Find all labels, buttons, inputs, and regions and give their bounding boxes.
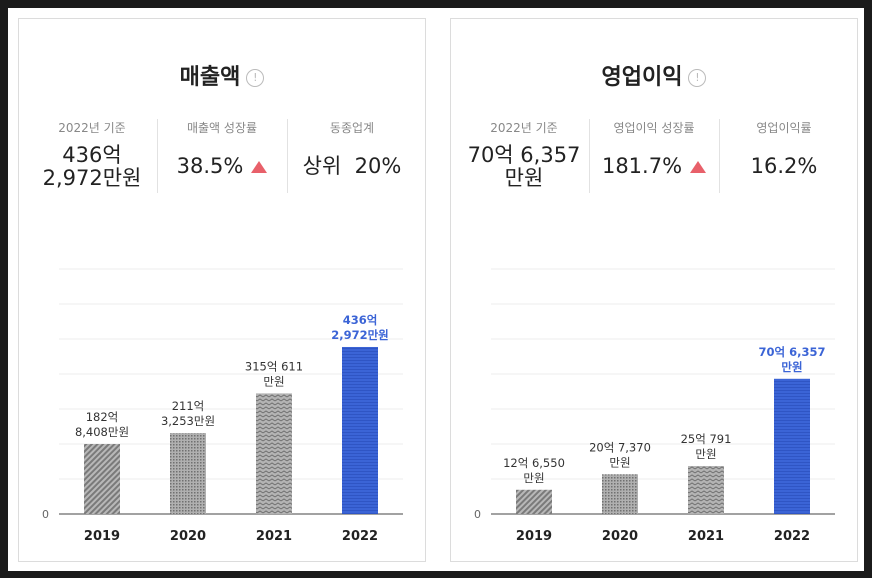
stat-value-line2: 만원 bbox=[504, 166, 544, 190]
bar bbox=[170, 433, 206, 514]
data-label: 만원 bbox=[695, 447, 716, 461]
bar bbox=[256, 393, 292, 514]
up-triangle-icon bbox=[690, 161, 707, 173]
stat-value-text: 16.2% bbox=[750, 154, 818, 178]
stat-label: 매출액 성장률 bbox=[186, 121, 258, 135]
stat-label: 2022년 기준 bbox=[58, 121, 126, 135]
x-tick-label: 2021 bbox=[256, 529, 292, 544]
operating-profit-bar-chart: 0 12억 6,550 만원 2019 20억 7,370 만원 2020 25억 791 만원… bbox=[461, 234, 851, 554]
bar bbox=[84, 444, 120, 514]
card-title-text: 영업이익 bbox=[601, 65, 683, 90]
card-title: 매출액! bbox=[19, 59, 425, 91]
x-tick-label: 2021 bbox=[688, 529, 724, 544]
up-triangle-icon bbox=[251, 161, 268, 173]
data-label: 25억 791 bbox=[681, 432, 732, 446]
data-label: 211억 bbox=[172, 399, 205, 413]
data-label: 8,408만원 bbox=[75, 425, 129, 439]
x-tick-label: 2022 bbox=[774, 529, 810, 544]
stat-value: 70억 6,357 만원 bbox=[459, 144, 589, 190]
x-tick-label: 2019 bbox=[84, 529, 120, 544]
stat-value: 16.2% bbox=[719, 155, 849, 178]
data-label: 70억 6,357 bbox=[759, 345, 826, 359]
stat-value-text: 상위 20% bbox=[302, 154, 402, 178]
stats-row: 2022년 기준 436억 2,972만원 매출액 성장률 38.5% 동종업계… bbox=[27, 117, 417, 195]
x-tick-label: 2019 bbox=[516, 529, 552, 544]
stat-label: 영업이익 성장률 bbox=[613, 121, 695, 135]
data-label: 20억 7,370 bbox=[589, 440, 651, 454]
stat-label: 영업이익률 bbox=[756, 121, 812, 135]
stat-value-line2: 2,972만원 bbox=[42, 166, 142, 190]
data-label: 만원 bbox=[609, 455, 630, 469]
stat-base-year: 2022년 기준 436억 2,972만원 bbox=[27, 117, 157, 195]
bar bbox=[516, 489, 552, 514]
info-icon[interactable]: ! bbox=[246, 69, 265, 87]
page-frame: 매출액! 2022년 기준 436억 2,972만원 매출액 성장률 38.5%… bbox=[8, 8, 864, 571]
x-tick-label: 2022 bbox=[342, 529, 378, 544]
bar bbox=[342, 346, 378, 514]
stat-industry-rank: 동종업계 상위 20% bbox=[287, 117, 417, 195]
stat-value: 38.5% bbox=[157, 155, 287, 178]
bar bbox=[602, 474, 638, 514]
stats-row: 2022년 기준 70억 6,357 만원 영업이익 성장률 181.7% 영업… bbox=[459, 117, 849, 195]
stat-value-text: 181.7% bbox=[601, 154, 683, 178]
stat-value-line1: 436억 bbox=[62, 143, 122, 167]
stat-growth-rate: 영업이익 성장률 181.7% bbox=[589, 117, 719, 195]
stat-value: 436억 2,972만원 bbox=[27, 144, 157, 190]
stat-growth-rate: 매출액 성장률 38.5% bbox=[157, 117, 287, 195]
stat-operating-margin: 영업이익률 16.2% bbox=[719, 117, 849, 195]
bar bbox=[774, 378, 810, 514]
x-tick-label: 2020 bbox=[170, 529, 206, 544]
data-label: 315억 611 bbox=[245, 359, 303, 373]
y-tick-label: 0 bbox=[474, 508, 481, 521]
data-label: 만원 bbox=[263, 374, 284, 388]
revenue-card: 매출액! 2022년 기준 436억 2,972만원 매출액 성장률 38.5%… bbox=[18, 18, 426, 562]
stat-value: 181.7% bbox=[589, 155, 719, 178]
data-label: 436억 bbox=[343, 313, 378, 327]
revenue-bar-chart: 0 182억 8,408만원 2019 211억 3,253만원 2020 315억 611 만… bbox=[29, 234, 419, 554]
data-label: 만원 bbox=[781, 360, 802, 374]
bar bbox=[688, 465, 724, 514]
stat-base-year: 2022년 기준 70억 6,357 만원 bbox=[459, 117, 589, 195]
operating-profit-card: 영업이익! 2022년 기준 70억 6,357 만원 영업이익 성장률 181… bbox=[450, 18, 858, 562]
data-label: 12억 6,550 bbox=[503, 456, 565, 470]
stat-value: 상위 20% bbox=[287, 155, 417, 178]
data-label: 만원 bbox=[523, 471, 544, 485]
stat-label: 2022년 기준 bbox=[490, 121, 558, 135]
data-label: 182억 bbox=[86, 410, 119, 424]
x-tick-label: 2020 bbox=[602, 529, 638, 544]
stat-label: 동종업계 bbox=[329, 121, 375, 135]
data-label: 3,253만원 bbox=[161, 414, 215, 428]
card-title-text: 매출액 bbox=[179, 65, 241, 90]
card-title: 영업이익! bbox=[451, 59, 857, 91]
stat-value-line1: 70억 6,357 bbox=[467, 143, 581, 167]
stat-value-text: 38.5% bbox=[176, 154, 244, 178]
data-label: 2,972만원 bbox=[331, 328, 389, 342]
y-tick-label: 0 bbox=[42, 508, 49, 521]
info-icon[interactable]: ! bbox=[688, 69, 707, 87]
